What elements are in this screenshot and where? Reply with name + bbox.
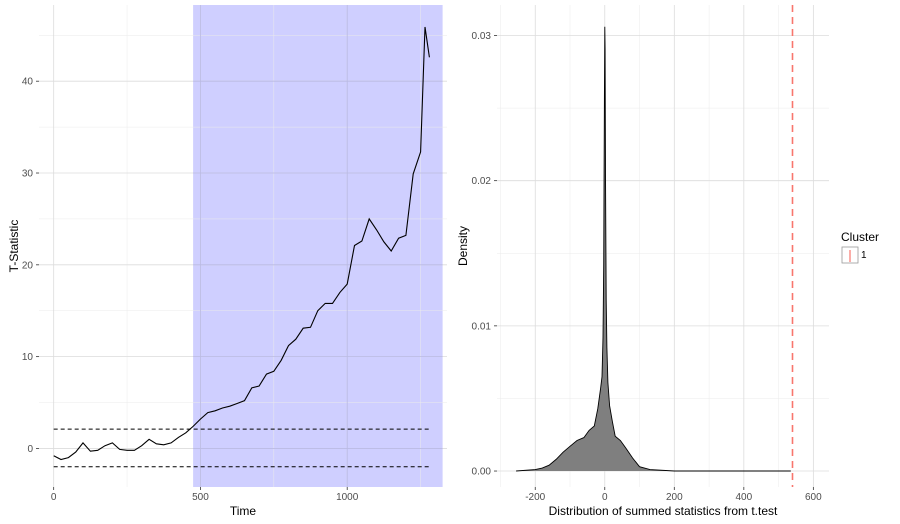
highlight-region (193, 5, 443, 487)
y-axis-title: T-Statistic (7, 220, 21, 273)
y-tick-label: 10 (22, 352, 34, 363)
y-tick-label: 0 (27, 444, 33, 455)
density-chart: -200 0 200 400 600 0.00 0.01 0.02 0.03 Distribu… (456, 5, 829, 518)
x-tick-label: 200 (666, 492, 683, 503)
plot-background (497, 5, 829, 487)
series-line (53, 26, 430, 461)
x-tick-label: -200 (525, 492, 545, 503)
x-tick-label: 0 (51, 492, 57, 503)
legend: Cluster 1 (841, 230, 879, 264)
y-tick-label: 0.01 (472, 321, 492, 332)
y-tick-label: 40 (22, 77, 34, 88)
x-tick-label: 0 (602, 492, 608, 503)
legend-label: 1 (861, 250, 867, 261)
y-tick-label: 0.02 (472, 176, 492, 187)
density-outline (516, 26, 791, 472)
x-axis-title: Distribution of summed statistics from t… (549, 504, 778, 518)
x-tick-label: 1000 (336, 492, 359, 503)
y-tick-label: 0.03 (472, 31, 492, 42)
legend-title: Cluster (841, 230, 879, 244)
y-tick-label: 20 (22, 260, 34, 271)
t-statistic-line-chart: 0 500 1000 0 10 20 30 40 Time T-Statistic (7, 5, 447, 518)
x-tick-label: 500 (192, 492, 209, 503)
x-tick-label: 400 (735, 492, 752, 503)
x-axis-title: Time (230, 504, 257, 518)
y-tick-label: 30 (22, 169, 34, 180)
y-tick-label: 0.00 (472, 467, 492, 478)
x-tick-label: 600 (805, 492, 822, 503)
y-axis-title: Density (456, 226, 470, 266)
